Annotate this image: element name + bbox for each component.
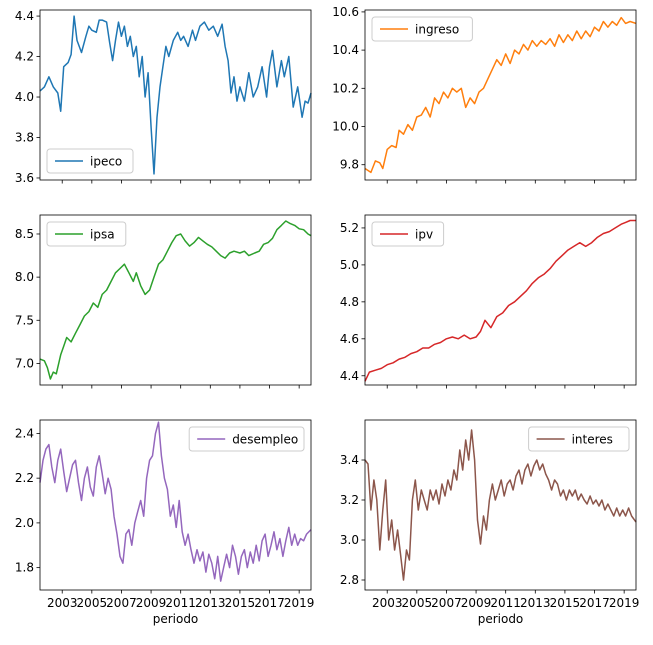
y-tick-label: 1.8 xyxy=(15,561,34,575)
axes-frame xyxy=(364,419,637,591)
axes-frame xyxy=(364,9,637,181)
x-tick-label: 2009 xyxy=(461,596,492,610)
series-line-desempleo xyxy=(39,421,312,582)
legend-box xyxy=(188,426,305,452)
legend: ingreso xyxy=(371,16,473,42)
series-line-ipv xyxy=(364,219,636,382)
legend-label: ipeco xyxy=(90,155,122,169)
series-line-ipeco xyxy=(39,15,312,175)
legend: ipeco xyxy=(46,148,134,174)
x-tick-label: 2003 xyxy=(372,596,403,610)
y-tick-label: 2.2 xyxy=(15,471,34,485)
x-tick-label: 2003 xyxy=(47,596,78,610)
y-tick-label: 3.8 xyxy=(15,131,34,145)
y-tick-label: 4.4 xyxy=(340,369,359,383)
legend-box xyxy=(528,426,630,452)
subplot-ingreso: 9.8 10.0 10.2 10.4 10.6 ingreso xyxy=(332,5,637,184)
x-tick-label: 2019 xyxy=(284,596,315,610)
x-tick-label: 2005 xyxy=(77,596,108,610)
legend-label: interes xyxy=(572,433,613,447)
y-tick-label: 5.0 xyxy=(340,258,359,272)
x-tick-label: 2013 xyxy=(195,596,226,610)
y-tick-label: 2.8 xyxy=(340,573,359,587)
x-tick-label: 2015 xyxy=(550,596,581,610)
x-tick-label: 2019 xyxy=(609,596,640,610)
axes-frame xyxy=(364,214,637,386)
y-tick-label: 8.0 xyxy=(15,270,34,284)
axes-frame xyxy=(39,419,312,591)
subplot-desempleo: 1.8 2.0 2.2 2.4 2003 2005 2007 2009 2011 2013 2015… xyxy=(15,419,315,626)
y-tick-label: 10.0 xyxy=(332,120,359,134)
legend: interes xyxy=(528,426,630,452)
series-line-ipsa xyxy=(39,220,312,380)
y-tick-label: 7.0 xyxy=(15,356,34,370)
x-tick-label: 2015 xyxy=(225,596,256,610)
y-tick-label: 10.4 xyxy=(332,43,359,57)
y-tick-label: 7.5 xyxy=(15,313,34,327)
y-tick-label: 9.8 xyxy=(340,158,359,172)
legend-box xyxy=(46,148,134,174)
x-tick-label: 2007 xyxy=(106,596,137,610)
y-tick-label: 8.5 xyxy=(15,227,34,241)
axes-frame xyxy=(39,9,312,181)
y-tick-label: 4.4 xyxy=(15,9,34,23)
x-tick-label: 2011 xyxy=(490,596,521,610)
legend: ipsa xyxy=(46,221,127,247)
x-axis-label: periodo xyxy=(478,612,524,626)
x-tick-label: 2009 xyxy=(136,596,167,610)
y-tick-label: 4.6 xyxy=(340,332,359,346)
legend: ipv xyxy=(371,221,445,247)
y-tick-label: 3.2 xyxy=(340,493,359,507)
x-tick-label: 2013 xyxy=(520,596,551,610)
y-tick-label: 2.0 xyxy=(15,516,34,530)
x-tick-label: 2017 xyxy=(254,596,285,610)
legend-label: ingreso xyxy=(415,23,459,37)
legend-box xyxy=(46,221,127,247)
axes-frame xyxy=(39,214,312,386)
legend-label: desempleo xyxy=(232,433,298,447)
subplot-ipeco: 3.6 3.8 4.0 4.2 4.4 ipeco xyxy=(15,9,312,185)
y-tick-label: 2.4 xyxy=(15,426,34,440)
subplot-ipsa: 7.0 7.5 8.0 8.5 ipsa xyxy=(15,214,312,389)
y-tick-label: 3.4 xyxy=(340,453,359,467)
y-tick-label: 10.6 xyxy=(332,5,359,19)
subplot-ipv: 4.4 4.6 4.8 5.0 5.2 ipv xyxy=(340,214,637,389)
y-tick-label: 3.6 xyxy=(15,171,34,185)
y-tick-label: 10.2 xyxy=(332,81,359,95)
y-tick-label: 4.8 xyxy=(340,295,359,309)
y-tick-label: 5.2 xyxy=(340,221,359,235)
series-line-ingreso xyxy=(364,16,637,174)
y-tick-label: 4.2 xyxy=(15,50,34,64)
legend-label: ipsa xyxy=(90,228,115,242)
y-tick-label: 4.0 xyxy=(15,90,34,104)
x-tick-label: 2017 xyxy=(579,596,610,610)
y-tick-label: 3.0 xyxy=(340,533,359,547)
legend-label: ipv xyxy=(415,228,433,242)
subplot-interes: 2.8 3.0 3.2 3.4 2003 2005 2007 2009 2011 2013 2015… xyxy=(340,419,640,626)
legend: desempleo xyxy=(188,426,305,452)
x-tick-label: 2005 xyxy=(402,596,433,610)
legend-box xyxy=(371,16,473,42)
x-axis-label: periodo xyxy=(153,612,199,626)
x-tick-label: 2007 xyxy=(431,596,462,610)
series-line-interes xyxy=(364,429,637,581)
x-tick-label: 2011 xyxy=(165,596,196,610)
